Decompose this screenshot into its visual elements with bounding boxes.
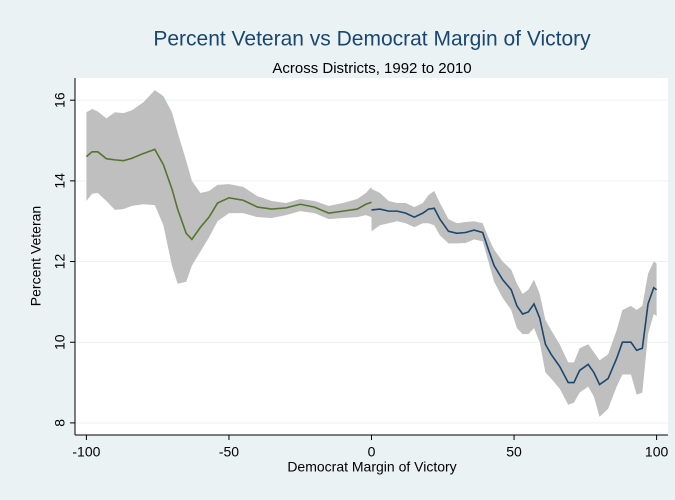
chart-subtitle: Across Districts, 1992 to 2010 — [272, 60, 471, 77]
x-tick-label: 100 — [645, 444, 669, 460]
confidence-band — [371, 188, 657, 417]
x-tick-label: 50 — [506, 444, 522, 460]
y-tick-label: 10 — [52, 334, 68, 350]
y-tick-label: 16 — [52, 92, 68, 108]
x-tick-label: -50 — [219, 444, 239, 460]
chart-title: Percent Veteran vs Democrat Margin of Vi… — [153, 28, 591, 51]
x-tick-label: -100 — [72, 444, 100, 460]
y-axis-title: Percent Veteran — [28, 206, 44, 306]
line — [371, 207, 658, 386]
y-tick-label: 8 — [52, 419, 68, 427]
confidence-band — [86, 90, 372, 284]
y-tick-label: 14 — [52, 173, 68, 189]
y-tick-label: 12 — [52, 254, 68, 270]
x-axis-title: Democrat Margin of Victory — [287, 459, 456, 475]
line — [85, 148, 372, 241]
x-tick-label: 0 — [368, 444, 376, 460]
